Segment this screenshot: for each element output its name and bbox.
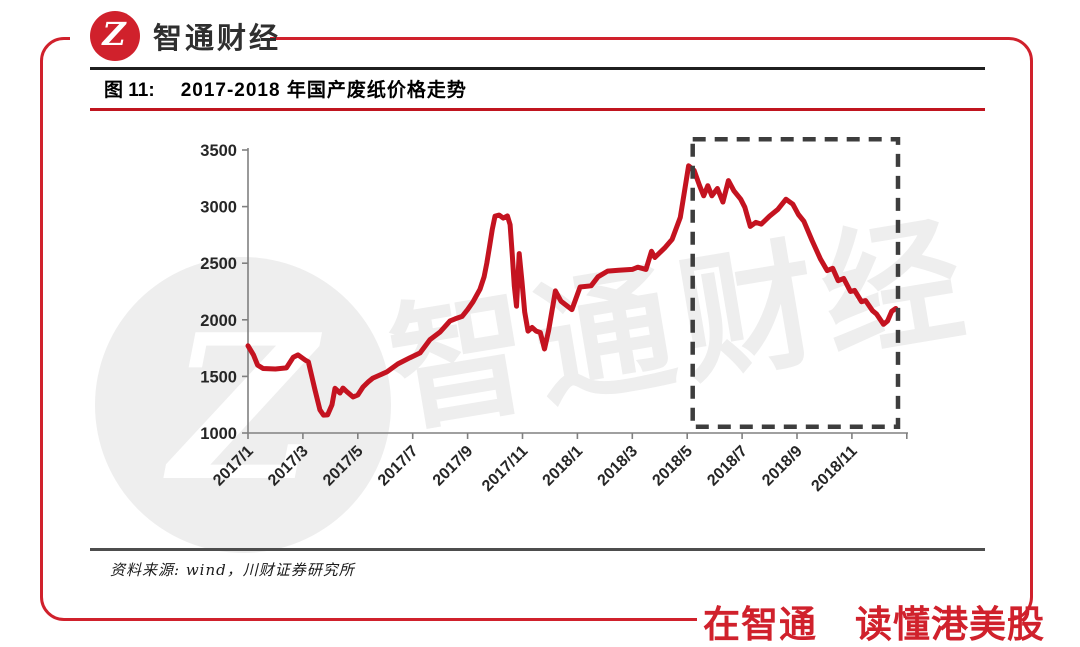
logo-z-glyph: Z <box>102 15 126 53</box>
brand-logo: Z 智通财经 <box>90 11 281 61</box>
x-tick-label: 2017/9 <box>430 443 477 490</box>
price-line-series <box>245 163 899 418</box>
brand-logo-icon: Z <box>90 11 140 61</box>
brand-slogan: 在智通 读懂港美股 <box>703 604 1045 645</box>
page-frame-border <box>40 37 1033 621</box>
y-tick-label: 3500 <box>200 142 237 160</box>
figure-title-bar: 图 11: 2017-2018 年国产废纸价格走势 <box>90 67 985 111</box>
y-tick-label: 3000 <box>200 199 237 217</box>
x-tick-label: 2018/5 <box>649 443 696 490</box>
x-tick-label: 2018/1 <box>540 443 587 490</box>
x-tick-label: 2018/9 <box>759 443 806 490</box>
x-tick-label: 2018/11 <box>808 443 860 495</box>
watermark-logo-circle <box>95 257 391 553</box>
y-tick-label: 1500 <box>200 368 237 386</box>
figure-title: 2017-2018 年国产废纸价格走势 <box>180 80 467 101</box>
y-tick-group: 1000 1500 2000 2500 3000 3500 <box>200 142 248 443</box>
x-tick-label: 2018/3 <box>595 443 642 490</box>
x-tick-label: 2017/11 <box>479 443 531 495</box>
brand-name: 智通财经 <box>153 23 282 55</box>
footer-divider <box>90 548 985 551</box>
frame-gap-bottom <box>697 612 1008 628</box>
y-tick-label: 2000 <box>200 312 237 330</box>
watermark-z-glyph: Z <box>163 291 323 526</box>
highlight-box <box>690 136 901 429</box>
data-source-note: 资料来源: wind，川财证券研究所 <box>110 561 355 579</box>
y-tick-label: 1000 <box>200 425 237 443</box>
figure-number: 图 11: <box>104 80 155 101</box>
x-tick-label: 2018/7 <box>704 443 751 490</box>
y-tick-label: 2500 <box>200 255 237 273</box>
watermark-text: 智通财经 <box>380 201 981 449</box>
